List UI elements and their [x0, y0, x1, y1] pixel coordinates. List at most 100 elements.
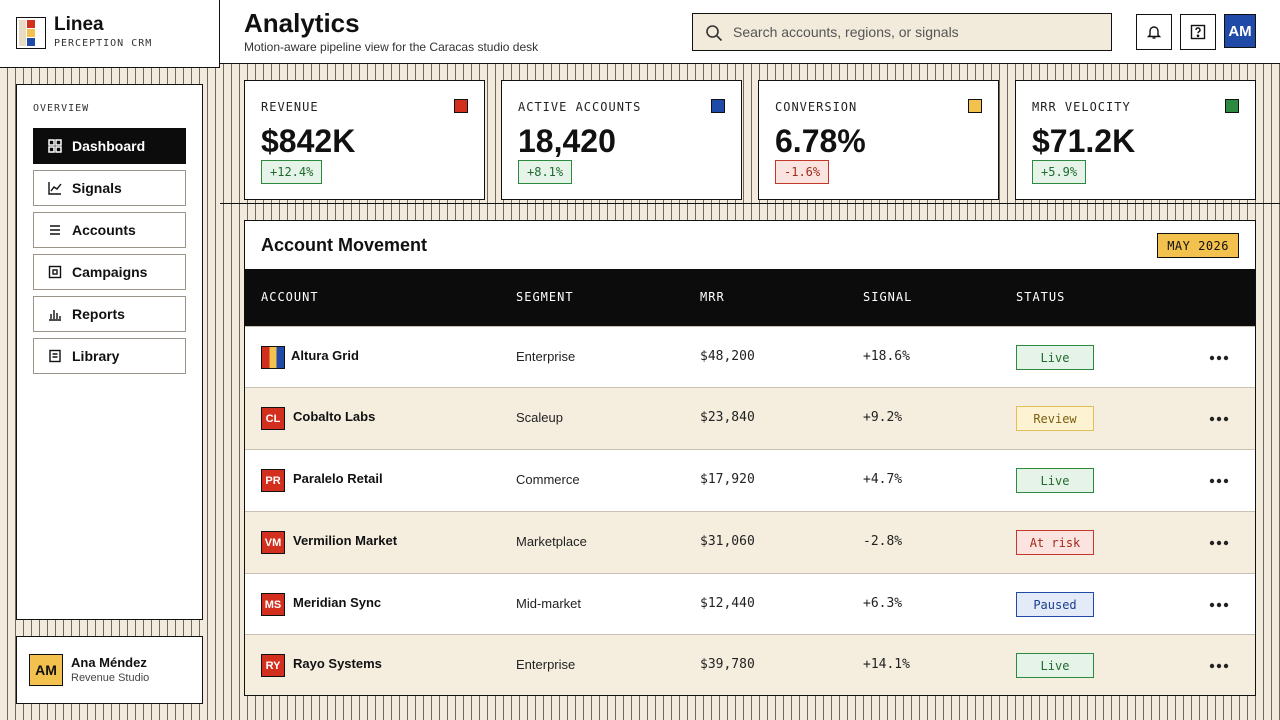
account-name[interactable]: Vermilion Market — [293, 533, 398, 548]
more-options-button[interactable] — [1207, 472, 1231, 490]
segment-cell: Enterprise — [516, 349, 576, 364]
kpi-delta-badge: -1.6% — [775, 160, 830, 184]
account-avatar: VM — [261, 531, 285, 554]
mrr-cell: $12,440 — [700, 596, 755, 611]
kpi-card-revenue[interactable]: REVENUE $842K +12.4% — [244, 80, 485, 200]
kpi-card-mrr-velocity[interactable]: MRR VELOCITY $71.2K +5.9% — [1015, 80, 1256, 200]
signal-cell: -2.8% — [863, 534, 903, 549]
column-header-account[interactable]: ACCOUNT — [261, 290, 319, 304]
column-header-signal[interactable]: SIGNAL — [863, 290, 913, 304]
period-badge[interactable]: MAY 2026 — [1157, 233, 1239, 258]
account-avatar: PR — [261, 469, 285, 492]
sidebar-item-campaigns[interactable]: Campaigns — [33, 254, 186, 290]
column-header-mrr[interactable]: MRR — [700, 290, 725, 304]
status-badge: Live — [1016, 345, 1094, 370]
status-badge: Live — [1016, 653, 1094, 678]
card-title: Account Movement — [261, 235, 428, 255]
kpi-color-swatch — [1225, 99, 1239, 113]
nav-heading: OVERVIEW — [33, 103, 90, 114]
more-horizontal-icon — [1209, 355, 1229, 361]
sidebar-item-label: Signals — [72, 180, 122, 196]
segment-cell: Scaleup — [516, 410, 563, 425]
kpi-label: ACTIVE ACCOUNTS — [518, 100, 642, 114]
more-options-button[interactable] — [1207, 596, 1231, 614]
account-name[interactable]: Rayo Systems — [293, 656, 382, 671]
sidebar-item-signals[interactable]: Signals — [33, 170, 186, 206]
kpi-delta-badge: +12.4% — [261, 160, 323, 184]
table-row[interactable]: VM Vermilion Market Marketplace $31,060 … — [245, 511, 1255, 573]
notifications-button[interactable] — [1136, 14, 1172, 50]
linea-logo-icon[interactable] — [16, 17, 46, 49]
mrr-cell: $17,920 — [700, 472, 755, 487]
table-header: ACCOUNT SEGMENT MRR SIGNAL STATUS — [245, 269, 1255, 326]
kpi-value: 18,420 — [518, 123, 616, 159]
sidebar-item-label: Library — [72, 348, 120, 364]
profile-avatar-button[interactable]: AM — [1224, 14, 1256, 48]
sidebar-item-reports[interactable]: Reports — [33, 296, 186, 332]
kpi-color-swatch — [454, 99, 468, 113]
kpi-label: CONVERSION — [775, 100, 858, 114]
help-button[interactable] — [1180, 14, 1216, 50]
segment-cell: Mid-market — [516, 596, 582, 611]
kpi-value: $842K — [261, 123, 356, 159]
kpi-card-active-accounts[interactable]: ACTIVE ACCOUNTS 18,420 +8.1% — [501, 80, 742, 200]
user-card[interactable]: AM Ana Méndez Revenue Studio — [16, 636, 203, 704]
more-horizontal-icon — [1209, 602, 1229, 608]
more-options-button[interactable] — [1207, 349, 1231, 367]
brand-name: Linea — [54, 14, 104, 35]
bell-icon — [1146, 26, 1162, 39]
more-horizontal-icon — [1209, 478, 1229, 484]
status-badge: Paused — [1016, 592, 1094, 617]
account-name[interactable]: Paralelo Retail — [293, 471, 383, 486]
sidebar-item-label: Dashboard — [72, 138, 146, 154]
kpi-value: $71.2K — [1032, 123, 1136, 159]
avatar: AM — [29, 654, 63, 686]
mrr-cell: $48,200 — [700, 349, 755, 364]
brand-header: Linea PERCEPTION CRM — [0, 0, 220, 68]
sidebar-item-label: Reports — [72, 306, 125, 322]
account-avatar: CL — [261, 407, 285, 430]
kpi-card-conversion[interactable]: CONVERSION 6.78% -1.6% — [758, 80, 999, 200]
kpi-label: MRR VELOCITY — [1032, 100, 1131, 114]
mrr-cell: $31,060 — [700, 534, 755, 549]
more-options-button[interactable] — [1207, 410, 1231, 428]
account-name[interactable]: Meridian Sync — [293, 595, 382, 610]
mrr-cell: $39,780 — [700, 657, 755, 672]
search-bar[interactable] — [692, 13, 1112, 51]
page-title: Analytics — [244, 8, 360, 38]
kpi-band: REVENUE $842K +12.4% ACTIVE ACCOUNTS 18,… — [220, 64, 1280, 204]
brand-subtitle: PERCEPTION CRM — [54, 38, 153, 49]
more-horizontal-icon — [1209, 416, 1229, 422]
signal-cell: +18.6% — [863, 349, 910, 364]
sidebar-item-accounts[interactable]: Accounts — [33, 212, 186, 248]
kpi-color-swatch — [968, 99, 982, 113]
more-options-button[interactable] — [1207, 534, 1231, 552]
table-row[interactable]: PR Paralelo Retail Commerce $17,920 +4.7… — [245, 449, 1255, 511]
account-avatar: MS — [261, 593, 285, 616]
grid-icon — [48, 139, 62, 153]
sidebar-item-library[interactable]: Library — [33, 338, 186, 374]
table-row[interactable]: Altura Grid Enterprise $48,200 +18.6% Li… — [245, 326, 1255, 388]
search-input[interactable] — [733, 14, 1103, 50]
signal-cell: +14.1% — [863, 657, 910, 672]
signal-cell: +9.2% — [863, 410, 903, 425]
line-chart-icon — [48, 182, 62, 195]
status-badge: Live — [1016, 468, 1094, 493]
sidebar-item-dashboard[interactable]: Dashboard — [33, 128, 186, 164]
table-row[interactable]: RY Rayo Systems Enterprise $39,780 +14.1… — [245, 634, 1255, 695]
more-options-button[interactable] — [1207, 657, 1231, 675]
table-row[interactable]: CL Cobalto Labs Scaleup $23,840 +9.2% Re… — [245, 387, 1255, 449]
column-header-status[interactable]: STATUS — [1016, 290, 1066, 304]
more-horizontal-icon — [1209, 663, 1229, 669]
account-avatar: RY — [261, 654, 285, 677]
kpi-delta-badge: +5.9% — [1032, 160, 1087, 184]
column-header-segment[interactable]: SEGMENT — [516, 290, 574, 304]
more-horizontal-icon — [1209, 540, 1229, 546]
account-logo-icon — [261, 346, 285, 369]
account-name[interactable]: Cobalto Labs — [293, 409, 376, 424]
account-name[interactable]: Altura Grid — [291, 348, 359, 363]
account-movement-card: Account Movement MAY 2026 ACCOUNT SEGMEN… — [244, 220, 1256, 696]
table-row[interactable]: MS Meridian Sync Mid-market $12,440 +6.3… — [245, 573, 1255, 635]
bar-chart-icon — [49, 310, 61, 321]
sidebar-nav: OVERVIEW Dashboard Signals Accounts Camp… — [16, 84, 203, 620]
